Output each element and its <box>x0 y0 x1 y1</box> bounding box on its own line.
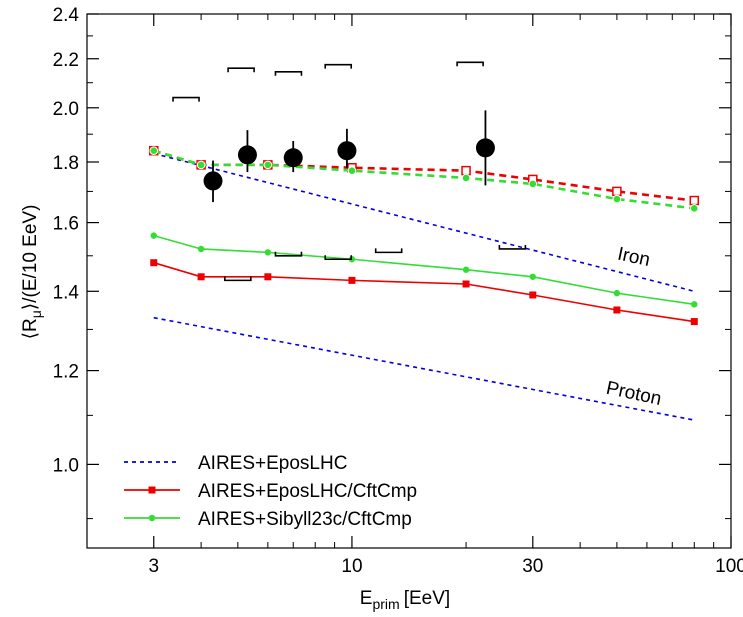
y-tick-label: 2.4 <box>53 5 80 26</box>
series-point-circle <box>197 245 205 253</box>
series-point-square <box>348 276 356 284</box>
series-line-0 <box>153 152 695 293</box>
systematic-bracket-lower <box>224 276 252 282</box>
series-point-open-circle <box>461 173 471 183</box>
legend-entry-label: AIRES+EposLHC <box>198 453 347 474</box>
y-tick-label: 1.6 <box>53 214 79 235</box>
series-point-open-circle <box>263 160 273 170</box>
series-point-open-circle <box>149 146 159 155</box>
series-point-open-circle <box>347 166 357 175</box>
series-point-circle <box>264 249 272 256</box>
data-point <box>337 141 357 161</box>
curve-label-iron: Iron <box>616 244 652 271</box>
systematic-bracket-upper <box>274 70 303 76</box>
systematic-bracket-lower <box>324 255 353 261</box>
legend-entry-label: AIRES+Sibyll23c/CftCmp <box>198 509 412 530</box>
x-axis-title: Eprim [EeV] <box>360 588 450 612</box>
legend-swatch-circle <box>148 514 156 522</box>
systematic-bracket-upper <box>456 61 484 67</box>
series-point-open-circle <box>528 179 538 189</box>
legend-entry-label: AIRES+EposLHC/CftCmp <box>198 481 417 502</box>
systematic-bracket-upper <box>324 63 353 69</box>
series-point-circle <box>150 232 157 239</box>
series-point-square <box>150 259 158 267</box>
series-point-open-circle <box>689 204 699 213</box>
data-point <box>283 148 303 168</box>
data-point <box>475 138 495 158</box>
series-point-open-square <box>461 165 471 176</box>
data-point <box>203 171 223 191</box>
series-point-open-square <box>612 186 622 197</box>
series-point-circle <box>613 289 621 297</box>
systematic-bracket-upper <box>227 67 255 73</box>
systematic-bracket-lower <box>498 244 527 250</box>
x-tick-label: 100 <box>715 556 743 577</box>
data-point <box>237 145 257 165</box>
series-point-open-square <box>689 195 700 206</box>
y-tick-label: 1.4 <box>53 282 80 303</box>
series-line-2 <box>153 261 695 323</box>
x-tick-label: 3 <box>148 556 159 577</box>
series-point-square <box>613 306 621 314</box>
series-point-square <box>462 280 470 288</box>
systematic-bracket-upper <box>172 96 200 102</box>
series-point-circle <box>691 301 698 308</box>
systematic-bracket-lower <box>374 248 403 254</box>
y-tick-label: 2.0 <box>53 99 79 120</box>
y-tick-label: 1.0 <box>53 455 79 476</box>
x-tick-label: 30 <box>522 556 543 577</box>
series-point-open-circle <box>612 194 622 204</box>
y-axis-title: ⟨Rμ⟩/(E/10 EeV) <box>20 205 44 340</box>
legend-swatch-square <box>148 486 156 494</box>
series-point-square <box>529 291 537 299</box>
series-line-3 <box>153 234 695 306</box>
y-tick-label: 2.2 <box>53 50 79 71</box>
series-point-circle <box>529 273 537 280</box>
series-line-1 <box>153 316 695 421</box>
y-tick-label: 1.2 <box>53 362 79 383</box>
series-point-square <box>264 273 272 281</box>
plot-frame <box>86 13 732 549</box>
series-point-circle <box>462 266 470 273</box>
x-tick-label: 10 <box>341 556 362 577</box>
series-point-square <box>197 273 205 281</box>
systematic-bracket-lower <box>274 251 303 257</box>
y-tick-label: 1.8 <box>53 153 79 174</box>
series-point-square <box>690 318 698 326</box>
series-point-open-circle <box>196 160 206 170</box>
